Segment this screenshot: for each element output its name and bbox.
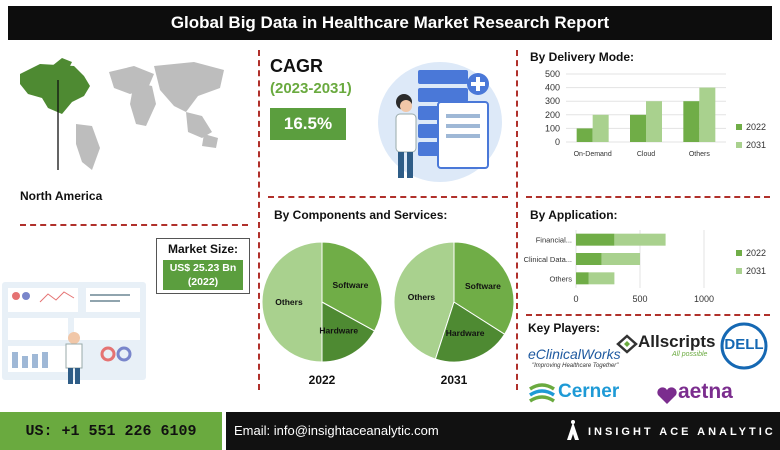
pie-slice: [321, 241, 383, 332]
bar-segment: [576, 272, 589, 285]
market-size-year: (2022): [187, 276, 219, 288]
insight-ace-logo-icon: [567, 420, 579, 440]
bar: [683, 101, 700, 142]
healthcare-data-illustration: [378, 62, 502, 182]
region-label: North America: [20, 189, 103, 203]
pie-slice: [321, 301, 376, 363]
cerner-logo: Cerner: [558, 381, 620, 402]
cagr-value: 16.5%: [270, 108, 346, 140]
pie-slice: [261, 241, 323, 363]
delivery-chart-title: By Delivery Mode:: [530, 50, 635, 64]
market-size-label: Market Size:: [167, 242, 239, 256]
legend-swatch: [736, 124, 742, 130]
pie-slice-label: Software: [332, 280, 368, 290]
y-tick-label: Clinical Data...: [524, 255, 572, 264]
y-tick-label: Others: [549, 274, 572, 283]
footer-bar: Email: info@insightaceanalytic.com INSIG…: [226, 412, 780, 450]
bar: [576, 128, 593, 142]
pie-year-label: 2022: [309, 373, 336, 387]
pie-slice-label: Software: [465, 281, 501, 291]
y-tick-label: 400: [545, 83, 560, 93]
allscripts-tagline: All possible: [672, 351, 708, 358]
y-tick-label: 500: [545, 69, 560, 79]
y-tick-label: 0: [555, 137, 560, 147]
pie-year-label: 2031: [441, 373, 468, 387]
bar-segment: [614, 233, 666, 246]
legend-label: 2022: [746, 122, 766, 132]
application-bar-chart: 0 500 1000 Financial... Clinical Data... Othe…: [524, 230, 766, 304]
allscripts-logo: Allscripts: [638, 332, 716, 351]
x-tick-label: 500: [632, 294, 647, 304]
y-tick-label: 300: [545, 96, 560, 106]
dashboard-illustration: [2, 282, 146, 384]
page-title: Global Big Data in Healthcare Market Res…: [8, 6, 772, 40]
market-size-value-box: US$ 25.23 Bn (2022): [163, 260, 243, 290]
legend-swatch: [736, 268, 742, 274]
aetna-logo: aetna: [678, 380, 733, 403]
eclinicalworks-logo: eClinicalWorks: [528, 346, 621, 362]
bar: [592, 114, 609, 142]
pie-slice: [393, 241, 455, 360]
key-players-title: Key Players:: [528, 321, 601, 335]
application-chart-title: By Application:: [530, 208, 618, 222]
y-tick-label: 100: [545, 123, 560, 133]
bar-segment: [601, 253, 640, 265]
components-chart-title: By Components and Services:: [274, 208, 448, 222]
legend-label: 2031: [746, 140, 766, 150]
bar: [630, 114, 646, 142]
x-tick-label: Cloud: [637, 151, 655, 158]
pie-slice-label: Others: [275, 297, 303, 307]
eclinicalworks-tagline: "Improving Healthcare Together": [532, 363, 619, 369]
dell-logo: DELL: [724, 336, 764, 353]
legend-label: 2022: [746, 248, 766, 258]
x-tick-label: 1000: [694, 294, 714, 304]
cagr-period: (2023-2031): [270, 80, 352, 97]
pie-slice: [453, 241, 515, 335]
pie-slice: [434, 301, 506, 363]
delivery-mode-bar-chart: 0 100 200 300 400 500 On-Demand Cloud Others 2022…: [545, 69, 766, 158]
cagr-label: CAGR: [270, 56, 323, 76]
footer-phone[interactable]: US: +1 551 226 6109: [0, 412, 222, 450]
x-tick-label: Others: [689, 151, 711, 158]
pie-slice-label: Hardware: [319, 325, 358, 335]
y-tick-label: Financial...: [536, 236, 572, 245]
legend-swatch: [736, 142, 742, 148]
x-tick-label: 0: [573, 294, 578, 304]
allscripts-icon: [616, 334, 638, 354]
bar: [646, 101, 662, 142]
market-size-value: US$ 25.23 Bn: [169, 262, 237, 274]
footer-email[interactable]: Email: info@insightaceanalytic.com: [234, 423, 439, 438]
y-tick-label: 200: [545, 110, 560, 120]
x-tick-label: On-Demand: [574, 151, 612, 158]
legend-label: 2031: [746, 266, 766, 276]
bar-segment: [576, 233, 615, 246]
bar-segment: [588, 272, 615, 285]
footer-brand: INSIGHT ACE ANALYTIC: [588, 426, 776, 438]
bar-segment: [576, 253, 602, 265]
aetna-heart-icon: [657, 387, 677, 404]
cerner-icon: [529, 383, 555, 403]
bar: [699, 87, 716, 142]
components-pie-charts: Others Hardware Software 2022 Others Hardware…: [261, 241, 515, 387]
pie-slice-label: Others: [408, 292, 436, 302]
dell-logo-icon: [720, 322, 768, 370]
legend-swatch: [736, 250, 742, 256]
world-map-icon: [20, 58, 224, 170]
pie-slice-label: Hardware: [446, 328, 485, 338]
